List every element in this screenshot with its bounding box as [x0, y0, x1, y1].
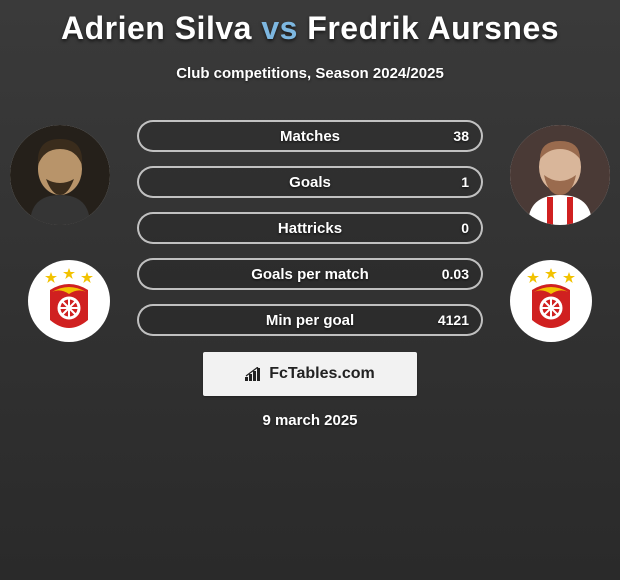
player2-name: Fredrik Aursnes — [307, 10, 559, 46]
brand-text: FcTables.com — [269, 365, 375, 383]
stat-value-right: 0 — [461, 220, 469, 236]
stat-value-right: 38 — [453, 128, 469, 144]
stat-row: Goals per match 0.03 — [137, 258, 483, 290]
player-right-avatar-svg — [510, 125, 610, 225]
player-left-avatar — [10, 125, 110, 225]
date-label: 9 march 2025 — [0, 412, 620, 429]
stat-row: Matches 38 — [137, 120, 483, 152]
stat-label: Goals — [289, 174, 331, 191]
player-left-avatar-svg — [10, 125, 110, 225]
stat-value-right: 1 — [461, 174, 469, 190]
brand-box: FcTables.com — [203, 352, 417, 396]
stat-label: Matches — [280, 128, 340, 145]
club-left-crest-svg — [28, 260, 110, 342]
stat-row: Min per goal 4121 — [137, 304, 483, 336]
stat-label: Goals per match — [251, 266, 369, 283]
stat-value-right: 4121 — [438, 312, 469, 328]
player1-name: Adrien Silva — [61, 10, 252, 46]
brand-chart-icon — [245, 367, 263, 381]
comparison-title: Adrien Silva vs Fredrik Aursnes — [0, 0, 620, 47]
vs-label: vs — [261, 10, 298, 46]
stat-label: Min per goal — [266, 312, 354, 329]
club-right-crest — [510, 260, 592, 342]
stat-row: Goals 1 — [137, 166, 483, 198]
stat-row: Hattricks 0 — [137, 212, 483, 244]
player-right-avatar — [510, 125, 610, 225]
stat-label: Hattricks — [278, 220, 342, 237]
stat-value-right: 0.03 — [442, 266, 469, 282]
club-right-crest-svg — [510, 260, 592, 342]
stats-container: Matches 38 Goals 1 Hattricks 0 Goals per match… — [137, 120, 483, 350]
subtitle: Club competitions, Season 2024/2025 — [0, 65, 620, 82]
club-left-crest — [28, 260, 110, 342]
